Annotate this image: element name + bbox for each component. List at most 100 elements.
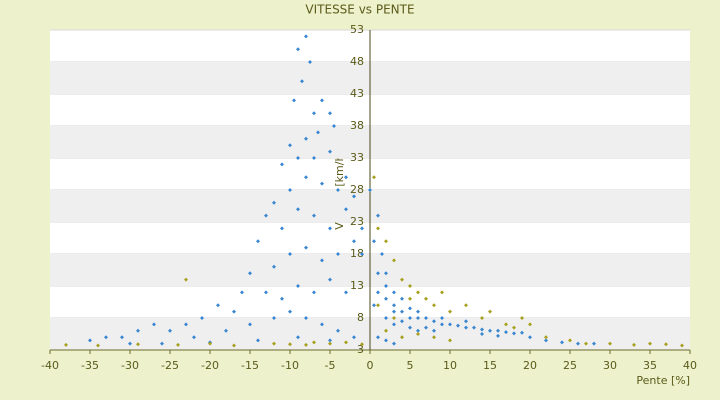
point [528,335,532,340]
y-tick-label: 38 [350,119,364,132]
point [680,343,684,348]
point [224,328,228,333]
point [320,322,324,327]
point [184,277,188,282]
point [352,335,356,340]
y-tick-label: 48 [350,55,364,68]
point [232,309,236,314]
y-tick-label: 53 [350,23,364,36]
point [480,316,484,320]
point [584,341,588,346]
point [208,341,212,346]
x-tick-label: 25 [563,359,577,372]
point [424,296,428,301]
point [88,338,92,343]
point [256,338,260,343]
point [408,296,412,301]
point [272,264,276,269]
point [408,316,412,320]
point [416,328,420,333]
point [392,309,396,314]
chart-title: VITESSE vs PENTE [305,3,414,17]
point [372,303,376,308]
point [400,309,404,314]
point [288,188,292,192]
point [304,175,308,180]
point [384,316,388,320]
point [64,342,68,347]
point [520,330,524,335]
point [488,328,492,333]
point [488,309,492,314]
point [464,325,468,330]
x-tick-label: 20 [523,359,537,372]
point [332,124,336,128]
point [376,271,380,276]
point [392,322,396,327]
point [288,309,292,314]
point [360,252,364,256]
point [424,316,428,320]
point [296,335,300,340]
point [432,335,436,340]
point [440,316,444,320]
point [352,194,356,199]
point [336,252,340,256]
point [384,328,388,333]
point [312,290,316,295]
point [280,296,284,301]
point [344,207,348,212]
point [312,111,316,116]
x-tick-label: 15 [483,359,497,372]
point [328,149,332,154]
point [392,316,396,320]
point [480,327,484,332]
point [376,226,380,231]
point [328,338,332,343]
point [608,341,612,346]
point [448,338,452,343]
point [416,309,420,314]
point [272,200,276,205]
point [120,335,124,340]
point [376,335,380,340]
point [296,284,300,288]
point [560,340,564,345]
point [304,136,308,141]
point [496,328,500,333]
point [288,143,292,148]
point [136,342,140,347]
point [592,341,596,346]
point [448,322,452,327]
point [440,322,444,327]
point [288,252,292,256]
point [336,328,340,333]
point [272,341,276,346]
point [648,341,652,346]
point [392,258,396,263]
y-tick-label: 28 [350,183,364,196]
point [440,290,444,295]
point [376,213,380,218]
point [248,322,252,327]
point [456,323,460,328]
point [152,322,156,327]
point [372,175,376,180]
point [272,316,276,320]
point [264,290,268,295]
point [664,342,668,347]
point [416,332,420,336]
y-tick-label: 18 [350,247,364,260]
point [384,338,388,343]
x-tick-label: -20 [201,359,219,372]
x-tick-label: 0 [367,359,374,372]
point [216,303,220,308]
x-tick-label: -5 [325,359,336,372]
point [528,322,532,327]
point [392,303,396,308]
point [288,342,292,347]
point [472,325,476,330]
point [136,328,140,333]
point [232,343,236,348]
